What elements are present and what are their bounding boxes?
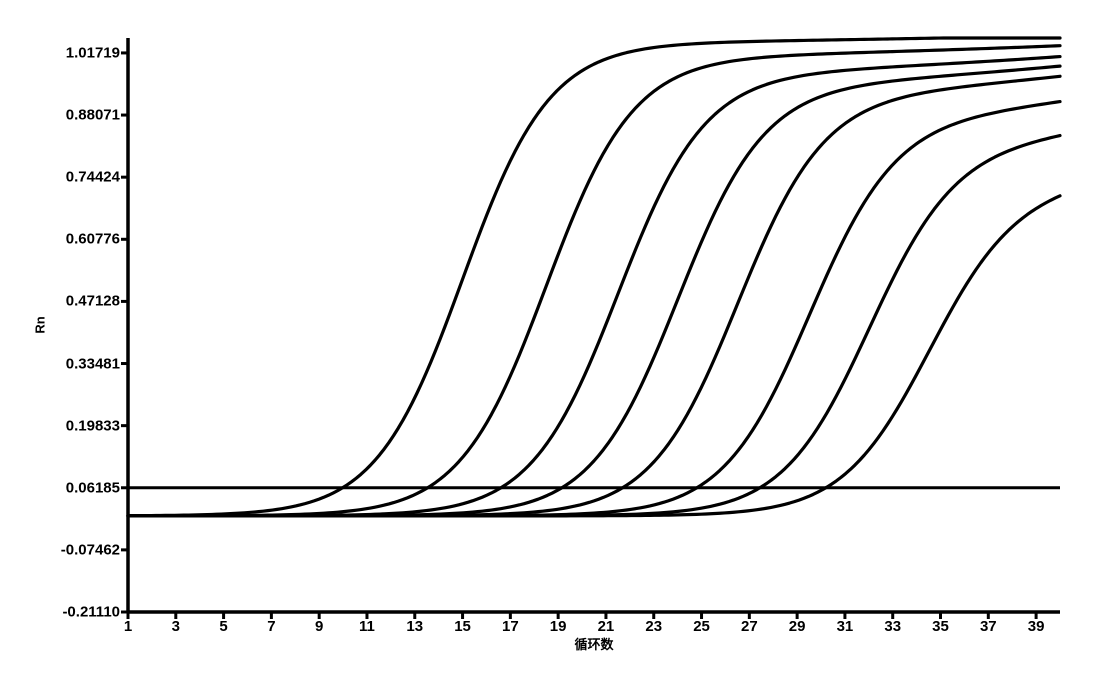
y-tick-label: 0.06185	[66, 479, 120, 496]
curve-2	[128, 46, 1060, 516]
x-tick-label: 33	[884, 618, 901, 635]
y-tick-label: 0.74424	[66, 169, 120, 186]
x-axis-label: 循环数	[574, 634, 613, 653]
y-tick-label: -0.21110	[62, 604, 120, 621]
y-tick-label: 1.01719	[66, 44, 120, 61]
x-tick-label: 27	[741, 618, 758, 635]
y-tick-label: 0.60776	[66, 231, 120, 248]
y-tick-label: 0.88071	[66, 107, 120, 124]
x-tick-label: 21	[598, 618, 615, 635]
x-tick-label: 17	[502, 618, 519, 635]
x-tick-label: 39	[1028, 618, 1045, 635]
x-tick-label: 1	[124, 618, 132, 635]
y-tick-label: -0.07462	[61, 541, 120, 558]
x-tick-label: 9	[315, 618, 323, 635]
curve-1	[128, 38, 1060, 516]
x-tick-label: 15	[454, 618, 471, 635]
curve-6	[128, 102, 1060, 516]
x-tick-label: 3	[172, 618, 180, 635]
x-tick-label: 29	[789, 618, 806, 635]
x-tick-label: 13	[406, 618, 423, 635]
x-tick-label: 25	[693, 618, 710, 635]
plot-svg	[0, 0, 1118, 693]
y-tick-label: 0.19833	[66, 417, 120, 434]
x-tick-label: 5	[219, 618, 227, 635]
y-tick-label: 0.33481	[66, 355, 120, 372]
x-tick-label: 35	[932, 618, 949, 635]
x-tick-label: 11	[359, 618, 375, 635]
x-tick-label: 7	[267, 618, 275, 635]
curve-4	[128, 66, 1060, 516]
amplification-chart: Rn 循环数 -0.21110 -0.07462 0.06185 0.19833 0.3…	[0, 0, 1118, 693]
curve-3	[128, 57, 1060, 516]
x-tick-label: 37	[980, 618, 997, 635]
y-tick-label: 0.47128	[66, 293, 120, 310]
y-axis-label: Rn	[33, 316, 48, 333]
x-tick-label: 23	[645, 618, 662, 635]
x-tick-label: 31	[837, 618, 854, 635]
x-tick-label: 19	[550, 618, 567, 635]
